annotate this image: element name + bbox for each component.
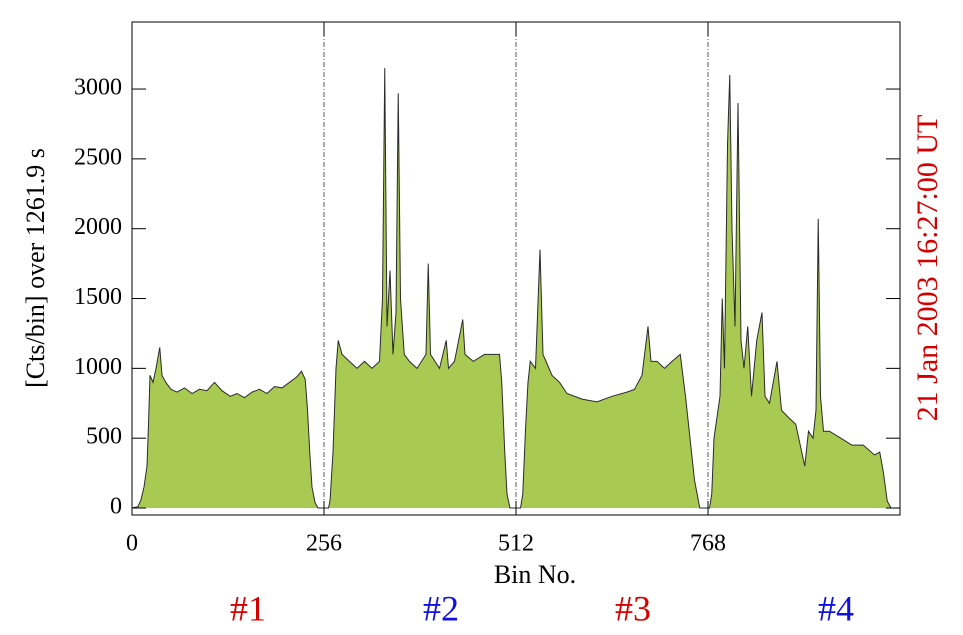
- y-tick-label: 1500: [74, 284, 122, 310]
- y-tick-label: 1000: [74, 354, 122, 380]
- timestamp-label: 21 Jan 2003 16:27:00 UT: [911, 115, 944, 422]
- y-axis-label: [Cts/bin] over 1261.9 s: [21, 148, 50, 388]
- spectrum-line: [131, 68, 900, 509]
- y-tick-label: 2500: [74, 144, 122, 170]
- x-tick-label: 256: [306, 531, 342, 557]
- x-axis-label: Bin No.: [494, 560, 576, 589]
- y-tick-label: 2000: [74, 214, 122, 240]
- y-tick-label: 500: [86, 424, 122, 450]
- y-tick-label: 3000: [74, 75, 122, 101]
- group-label: #4: [818, 588, 854, 628]
- group-label: #1: [230, 588, 266, 628]
- x-tick-label: 512: [498, 531, 534, 557]
- y-tick-label: 0: [110, 494, 122, 520]
- spectrum-area: [132, 68, 900, 509]
- group-label: #3: [615, 588, 651, 628]
- group-label: #2: [423, 588, 459, 628]
- x-tick-label: 0: [126, 531, 138, 557]
- x-tick-label: 768: [690, 531, 726, 557]
